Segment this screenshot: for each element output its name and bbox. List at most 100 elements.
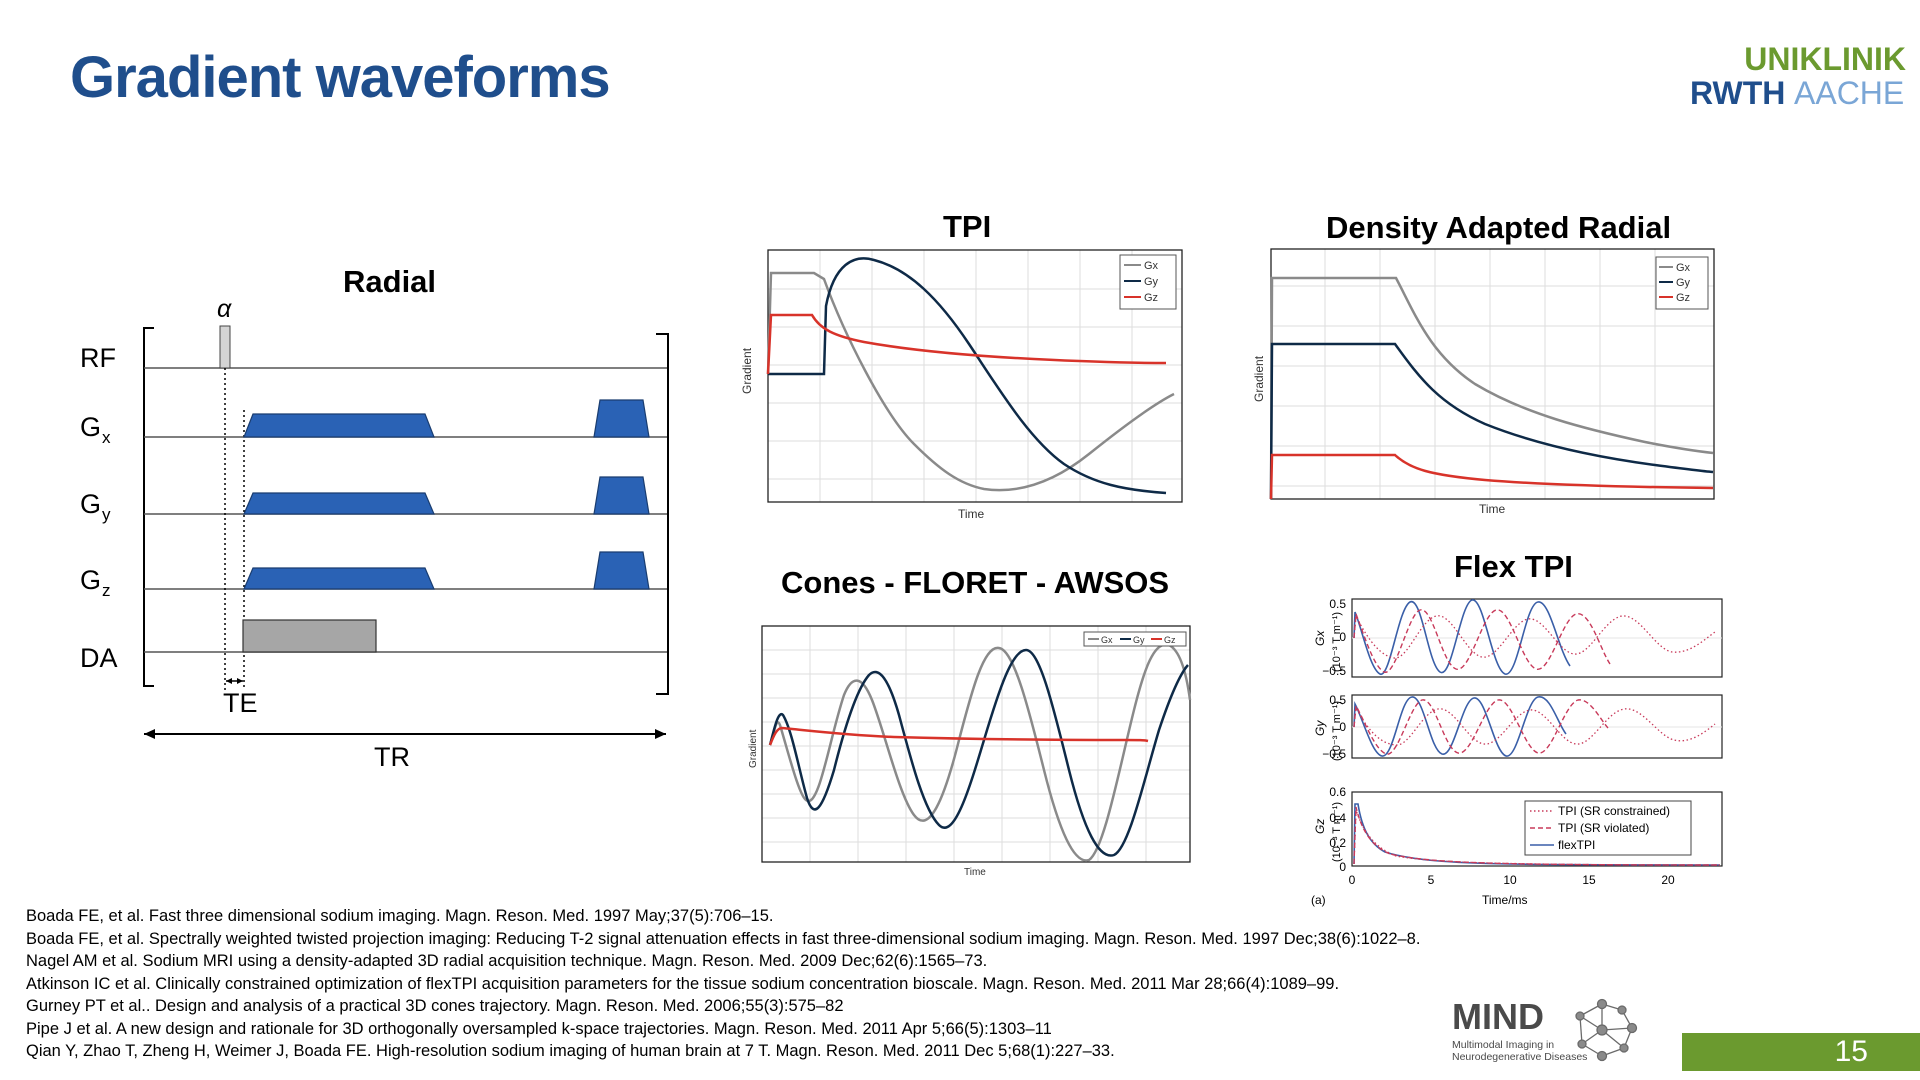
flex-gx-tick-zero: 0 bbox=[1339, 630, 1346, 644]
tpi-legend-gy: Gy bbox=[1144, 276, 1159, 288]
reference-item: Boada FE, et al. Spectrally weighted twi… bbox=[26, 929, 1421, 948]
dar-gz-curve bbox=[1269, 453, 1714, 500]
cones-gy-curve bbox=[768, 648, 1189, 857]
flex-gx-tpi-violated bbox=[1353, 609, 1611, 673]
tr-label: TR bbox=[374, 742, 410, 772]
cones-ylabel: Gradient bbox=[748, 729, 759, 768]
tpi-gx-curve bbox=[766, 271, 1175, 492]
flex-gy-tick-top: 0.5 bbox=[1329, 693, 1346, 707]
flex-gz-tick-04: 0.4 bbox=[1329, 811, 1346, 825]
cones-legend-gz: Gz bbox=[1164, 635, 1176, 645]
radial-sequence-diagram: RF G x G y G z DA α TE TR bbox=[80, 300, 669, 772]
tpi-gy-curve bbox=[768, 257, 1167, 495]
tpi-ylabel: Gradient bbox=[740, 347, 754, 394]
flex-legend-constrained: TPI (SR constrained) bbox=[1558, 804, 1670, 818]
flex-legend-violated: TPI (SR violated) bbox=[1558, 821, 1649, 835]
row-label-da: DA bbox=[80, 643, 118, 673]
dar-legend-gx: Gx bbox=[1676, 262, 1691, 274]
gz-spoiler-trapezoid bbox=[593, 551, 650, 590]
gy-spoiler-trapezoid bbox=[593, 476, 650, 515]
row-label-gy-sub: y bbox=[102, 505, 111, 524]
cones-xlabel: Time bbox=[964, 867, 986, 878]
dar-gx-curve bbox=[1269, 276, 1714, 500]
dar-xlabel: Time bbox=[1479, 502, 1506, 516]
cones-legend: Gx Gy Gz bbox=[1083, 631, 1187, 647]
gz-readout-trapezoid bbox=[243, 567, 435, 590]
flex-gz-unit: (10⁻³ T m⁻¹) bbox=[1331, 802, 1343, 862]
row-label-gx: G bbox=[80, 412, 101, 442]
page-number: 15 bbox=[1682, 1033, 1920, 1071]
tpi-title: TPI bbox=[943, 209, 992, 244]
flex-gx-tick-top: 0.5 bbox=[1329, 597, 1346, 611]
flex-gz-tpi-violated bbox=[1353, 806, 1721, 866]
row-label-gy: G bbox=[80, 489, 101, 519]
mind-logo-line1: Multimodal Imaging in bbox=[1452, 1039, 1554, 1051]
flex-legend-flextpi: flexTPI bbox=[1558, 838, 1595, 852]
flex-xtick-20: 20 bbox=[1661, 873, 1675, 887]
reference-item: Gurney PT et al.. Design and analysis of… bbox=[26, 997, 844, 1015]
cones-legend-gy: Gy bbox=[1133, 635, 1145, 645]
uniklinik-rwth-aachen-logo: UNIKLINIK RWTH AACHEN bbox=[1690, 42, 1906, 110]
tpi-xlabel: Time bbox=[958, 507, 985, 521]
flex-gx-unit: (10⁻³ T m⁻¹) bbox=[1331, 612, 1343, 672]
mind-logo: MIND Multimodal Imaging in Neurodegenera… bbox=[1452, 996, 1638, 1063]
flex-xlabel: Time/ms bbox=[1482, 893, 1528, 907]
flex-gz-tpi-constrained bbox=[1353, 809, 1721, 866]
gx-spoiler-trapezoid bbox=[593, 399, 650, 438]
flex-gy-tick-bottom: −0.5 bbox=[1322, 747, 1346, 761]
flex-xtick-15: 15 bbox=[1582, 873, 1596, 887]
mind-logo-line2: Neurodegenerative Diseases bbox=[1452, 1051, 1587, 1063]
dar-title: Density Adapted Radial bbox=[1326, 210, 1672, 245]
brain-network-icon bbox=[1575, 998, 1638, 1062]
dar-legend-gy: Gy bbox=[1676, 277, 1691, 289]
reference-item: Boada FE, et al. Fast three dimensional … bbox=[26, 907, 774, 925]
flex-gy-tpi-violated bbox=[1353, 699, 1609, 755]
alpha-label: α bbox=[217, 300, 232, 323]
reference-item: Nagel AM et al. Sodium MRI using a densi… bbox=[26, 952, 988, 970]
flex-title: Flex TPI bbox=[1454, 549, 1573, 584]
row-label-gx-sub: x bbox=[102, 428, 111, 447]
reference-item: Atkinson IC et al. Clinically constraine… bbox=[26, 974, 1340, 993]
da-acquisition-window bbox=[242, 619, 377, 653]
slide-title: Gradient waveforms bbox=[70, 45, 611, 110]
flex-gz-tick-02: 0.2 bbox=[1329, 836, 1346, 850]
row-label-gz-sub: z bbox=[102, 581, 111, 600]
gy-readout-trapezoid bbox=[243, 492, 435, 515]
references-list: Boada FE, et al. Fast three dimensional … bbox=[26, 905, 1506, 1063]
flex-xtick-0: 0 bbox=[1349, 873, 1356, 887]
reference-item: Qian Y, Zhao T, Zheng H, Weimer J, Boada… bbox=[26, 1042, 1115, 1060]
flex-gx-label: Gx bbox=[1313, 630, 1327, 646]
cones-plot: Gx Gy Gz Gradient Time bbox=[748, 625, 1192, 878]
tpi-legend: Gx Gy Gz bbox=[1119, 254, 1177, 310]
flex-legend: TPI (SR constrained) TPI (SR violated) f… bbox=[1524, 800, 1692, 856]
flex-gy-tpi-constrained bbox=[1353, 705, 1716, 746]
dar-plot: Gx Gy Gz Gradient Time bbox=[1252, 248, 1715, 516]
dar-gy-curve bbox=[1269, 342, 1714, 500]
row-label-gz: G bbox=[80, 565, 101, 595]
logo-line2-rwth: RWTH bbox=[1690, 75, 1785, 110]
tpi-grid bbox=[768, 250, 1182, 502]
flex-gy-tick-zero: 0 bbox=[1339, 720, 1346, 734]
dar-legend-gz: Gz bbox=[1676, 292, 1690, 304]
logo-line1: UNIKLINIK bbox=[1744, 42, 1906, 77]
mind-logo-text: MIND bbox=[1452, 996, 1544, 1037]
flex-xtick-5: 5 bbox=[1428, 873, 1435, 887]
flex-gz-label: Gz bbox=[1313, 819, 1327, 834]
te-label: TE bbox=[223, 688, 258, 718]
flex-gz-tick-06: 0.6 bbox=[1329, 785, 1346, 799]
cones-gx-curve bbox=[768, 643, 1192, 862]
row-label-rf: RF bbox=[80, 343, 116, 373]
flex-panel-label: (a) bbox=[1311, 893, 1326, 907]
flex-gy-flextpi bbox=[1353, 696, 1567, 757]
dar-grid bbox=[1271, 249, 1714, 499]
flex-xtick-10: 10 bbox=[1503, 873, 1517, 887]
flex-gx-tick-bottom: −0.5 bbox=[1322, 664, 1346, 678]
flex-gz-tick-0: 0 bbox=[1339, 860, 1346, 874]
rf-pulse bbox=[219, 325, 231, 369]
dar-legend: Gx Gy Gz bbox=[1655, 256, 1709, 310]
flex-tpi-plot: 0.5 0 −0.5 Gx (10⁻³ T m⁻¹) 0.5 0 −0.5 Gy… bbox=[1311, 597, 1723, 907]
logo-line2-aachen: AACHEN bbox=[1794, 75, 1906, 110]
cones-title: Cones - FLORET - AWSOS bbox=[781, 565, 1170, 600]
tpi-legend-gz: Gz bbox=[1144, 292, 1158, 304]
flex-gx-tpi-constrained bbox=[1353, 613, 1716, 659]
